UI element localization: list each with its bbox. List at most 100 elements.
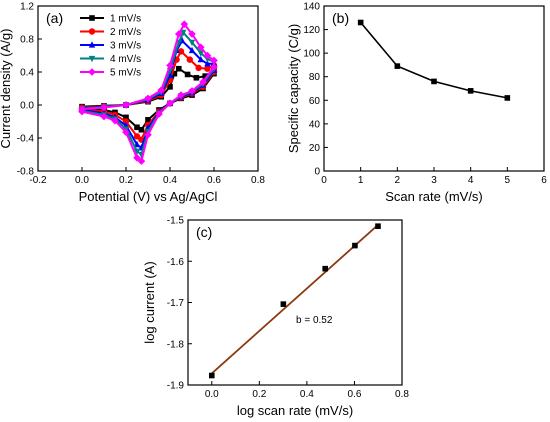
- y-tick-label: 1.2: [20, 2, 34, 13]
- x-tick-label: 0: [321, 175, 327, 186]
- y-tick-label: 140: [303, 2, 320, 13]
- data-point: [197, 50, 204, 57]
- data-point: [322, 265, 328, 272]
- data-point: [122, 101, 130, 109]
- data-point: [157, 86, 165, 94]
- x-axis-title: log scan rate (mV/s): [237, 403, 353, 418]
- x-axis-title: Scan rate (mV/s): [385, 189, 483, 204]
- data-point: [184, 71, 191, 78]
- data-point: [188, 46, 196, 54]
- data-point: [208, 372, 215, 379]
- data-point: [137, 157, 146, 165]
- x-tick-label: -0.2: [29, 175, 47, 186]
- data-point: [111, 116, 119, 125]
- x-tick-label: 0.2: [252, 389, 266, 400]
- legend-marker: [88, 28, 96, 35]
- data-point: [202, 73, 208, 79]
- panel-label: (b): [332, 10, 349, 26]
- data-point: [144, 94, 152, 103]
- data-point: [193, 74, 200, 81]
- plot-frame: [187, 219, 403, 386]
- y-tick-label: -1.7: [167, 298, 185, 309]
- legend-marker: [88, 41, 96, 48]
- x-tick-label: 5: [505, 175, 511, 186]
- y-tick-label: -0.4: [17, 134, 35, 145]
- x-tick-label: 0.6: [347, 389, 361, 400]
- data-point: [177, 91, 185, 99]
- x-tick-label: 3: [431, 175, 437, 186]
- data-point: [197, 43, 205, 52]
- data-point: [210, 63, 218, 71]
- y-tick-label: 0.8: [20, 35, 34, 46]
- data-point: [133, 140, 141, 148]
- data-point: [352, 242, 358, 249]
- data-point: [78, 107, 86, 116]
- plot-frame: [37, 5, 259, 172]
- cv-markers: [78, 20, 218, 165]
- y-tick-label: 40: [309, 119, 321, 130]
- data-point: [431, 78, 437, 85]
- data-point: [145, 117, 151, 123]
- plot-frame: [323, 5, 545, 172]
- data-point: [357, 19, 364, 26]
- data-point: [188, 39, 196, 47]
- legend-marker: [89, 15, 95, 21]
- legend-label: 4 mV/s: [110, 54, 141, 65]
- data-point: [122, 128, 130, 137]
- data-point: [166, 99, 174, 108]
- x-tick-label: 0.6: [207, 175, 221, 186]
- data-point: [176, 65, 182, 72]
- x-tick-label: 0.0: [75, 175, 89, 186]
- x-tick-label: 4: [468, 175, 474, 186]
- y-tick-label: 0.0: [20, 101, 34, 112]
- x-tick-label: 1: [358, 175, 364, 186]
- y-tick-label: 0.4: [20, 68, 34, 79]
- data-point: [133, 154, 141, 162]
- panel-label: (a): [46, 10, 63, 26]
- data-point: [180, 20, 189, 28]
- y-tick-label: -0.8: [17, 167, 35, 178]
- y-tick-label: -1.8: [167, 339, 185, 350]
- data-point: [133, 148, 141, 155]
- x-axis-title: Potential (V) vs Ag/AgCl: [79, 189, 218, 204]
- legend-label: 2 mV/s: [110, 27, 141, 38]
- y-tick-label: -1.9: [167, 381, 185, 392]
- slope-annotation: b = 0.52: [296, 315, 333, 326]
- data-point: [134, 124, 140, 131]
- fit-line: [211, 224, 379, 375]
- data-point: [167, 84, 173, 90]
- data-point: [175, 30, 183, 38]
- y-tick-label: 0: [314, 167, 320, 178]
- y-tick-label: -1.6: [167, 257, 185, 268]
- y-tick-label: 60: [309, 96, 321, 107]
- x-tick-label: 0.8: [251, 175, 265, 186]
- legend-label: 5 mV/s: [110, 68, 141, 79]
- x-tick-label: 2: [395, 175, 401, 186]
- data-point: [197, 55, 204, 63]
- data-point: [123, 114, 129, 121]
- data-point: [133, 133, 141, 140]
- panel-label: (c): [196, 224, 212, 240]
- data-point: [204, 59, 211, 67]
- x-tick-label: 6: [541, 175, 547, 186]
- y-tick-label: 120: [303, 25, 320, 36]
- x-tick-label: 0.2: [119, 175, 133, 186]
- y-axis-title: log current (A): [142, 261, 157, 343]
- x-tick-label: 0.8: [395, 389, 409, 400]
- y-tick-label: 80: [309, 72, 321, 83]
- data-point: [467, 88, 474, 94]
- y-axis-title: Specific capacity (C/g): [286, 24, 301, 153]
- data-point: [166, 61, 174, 70]
- data-point: [100, 103, 108, 112]
- data-point: [180, 29, 187, 37]
- data-point: [122, 118, 130, 125]
- data-point: [100, 112, 108, 121]
- legend-label: 3 mV/s: [110, 41, 141, 52]
- data-point: [188, 30, 196, 38]
- capacity-line: [360, 21, 508, 99]
- data-point: [504, 95, 511, 101]
- y-tick-label: -1.5: [167, 216, 185, 227]
- data-point: [186, 56, 193, 63]
- data-point: [188, 87, 196, 95]
